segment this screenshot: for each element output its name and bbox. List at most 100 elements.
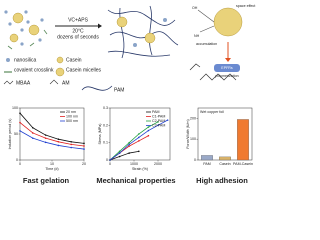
space-effect-label: space effect <box>236 4 255 8</box>
point <box>118 155 121 158</box>
point <box>44 137 47 139</box>
point <box>19 130 21 132</box>
point <box>138 136 140 139</box>
x-tick-label: 2000 <box>154 162 162 166</box>
y-tick-label: 0 <box>106 158 108 162</box>
point <box>70 143 72 146</box>
point <box>57 138 60 140</box>
point <box>147 129 150 132</box>
x-tick-label: PAM <box>203 162 211 166</box>
x-tick-label: 10 <box>50 162 54 166</box>
caption: High adhesion <box>196 176 248 185</box>
reagents: VC+APS <box>68 17 89 23</box>
legend-label: MBAA <box>16 80 31 86</box>
point <box>57 141 60 143</box>
x-axis-label: Time (d) <box>45 167 58 171</box>
oh-label: OH <box>192 6 198 10</box>
x-tick-label: 0 <box>19 162 21 166</box>
legend: nanosilica Casein covalent crosslink Cas… <box>3 56 124 93</box>
accumulation-label: accumulation <box>196 42 217 46</box>
point <box>32 137 34 139</box>
y-axis-label: Force/Width (N/m) <box>186 119 190 148</box>
network <box>107 5 179 59</box>
legend-label: C2-PAM <box>152 119 165 123</box>
mechanism <box>189 7 243 81</box>
graphical-abstract: VC+APS 20°C dozens of seconds OH space e… <box>3 4 255 185</box>
x-tick-label: Casein <box>219 162 230 166</box>
temperature: 20°C <box>72 28 84 34</box>
y-axis-label: Induction period (s) <box>8 119 12 150</box>
legend-label: covalent crosslink <box>14 67 54 73</box>
point <box>83 145 85 147</box>
point <box>32 126 34 129</box>
x-axis-label: Strain (%) <box>132 167 148 171</box>
y-tick-label: 0.2 <box>103 123 108 127</box>
point <box>138 150 140 153</box>
plot-frame <box>109 107 171 161</box>
point <box>70 146 72 149</box>
point <box>157 121 159 123</box>
caption: Fast gelation <box>23 176 70 185</box>
y-tick-label: 50 <box>14 132 18 136</box>
point <box>128 152 130 154</box>
x-tick-label: PAM-Casein <box>233 162 253 166</box>
series-line <box>19 112 85 144</box>
legend-label: C1-PAM <box>152 114 165 118</box>
caption: Mechanical properties <box>96 176 175 185</box>
point <box>109 159 111 161</box>
series-line <box>109 121 159 161</box>
y-tick-label: 0 <box>16 158 18 162</box>
legend-label: 100 nm <box>66 114 78 118</box>
series-line <box>109 135 149 161</box>
point <box>138 140 140 142</box>
legend-label: PAM <box>152 110 160 114</box>
point <box>147 134 150 137</box>
point <box>19 121 21 124</box>
point <box>19 112 21 114</box>
point <box>128 145 130 147</box>
y-tick-label: 0.1 <box>103 141 108 145</box>
point <box>44 141 47 144</box>
point <box>128 143 130 146</box>
y-tick-label: 100 <box>190 137 196 141</box>
time: dozens of seconds <box>57 34 99 40</box>
point <box>83 142 85 145</box>
legend-label: Casein micelles <box>66 67 102 73</box>
legend-label: 20 nm <box>66 110 76 114</box>
nh-label: NH <box>194 34 200 38</box>
legend-label: nanosilica <box>14 57 36 63</box>
point <box>70 141 72 143</box>
point <box>83 148 85 150</box>
arrow-head <box>98 23 102 29</box>
series-line <box>19 122 85 147</box>
point <box>128 141 130 144</box>
y-tick-label: 0.3 <box>103 106 108 110</box>
y-tick-label: 0 <box>194 158 196 162</box>
legend-label: PAM <box>114 87 124 93</box>
bar <box>201 155 213 161</box>
point <box>32 132 34 134</box>
point <box>147 126 150 128</box>
legend-label: C3-PAM <box>152 123 165 127</box>
particle-cluster <box>4 10 48 50</box>
point <box>138 133 140 135</box>
series-line <box>109 150 139 161</box>
x-tick-label: 0 <box>109 162 111 166</box>
point <box>157 124 159 127</box>
bar <box>237 119 249 161</box>
legend-label: Casein <box>66 57 82 63</box>
legend-label: 500 nm <box>66 119 78 123</box>
x-tick-label: 1000 <box>130 162 138 166</box>
x-tick-label: 20 <box>82 162 86 166</box>
point <box>118 152 121 154</box>
point <box>118 150 121 153</box>
y-tick-label: 200 <box>190 116 196 120</box>
y-axis-label: Stress (MPa) <box>98 124 102 145</box>
point <box>44 134 47 136</box>
point <box>57 144 60 147</box>
epfrs-label: EPFRs <box>221 66 233 70</box>
series-line <box>19 130 85 150</box>
polymerization-label: polymerization <box>215 74 238 78</box>
legend-label: AM <box>62 80 70 86</box>
point <box>166 119 169 121</box>
